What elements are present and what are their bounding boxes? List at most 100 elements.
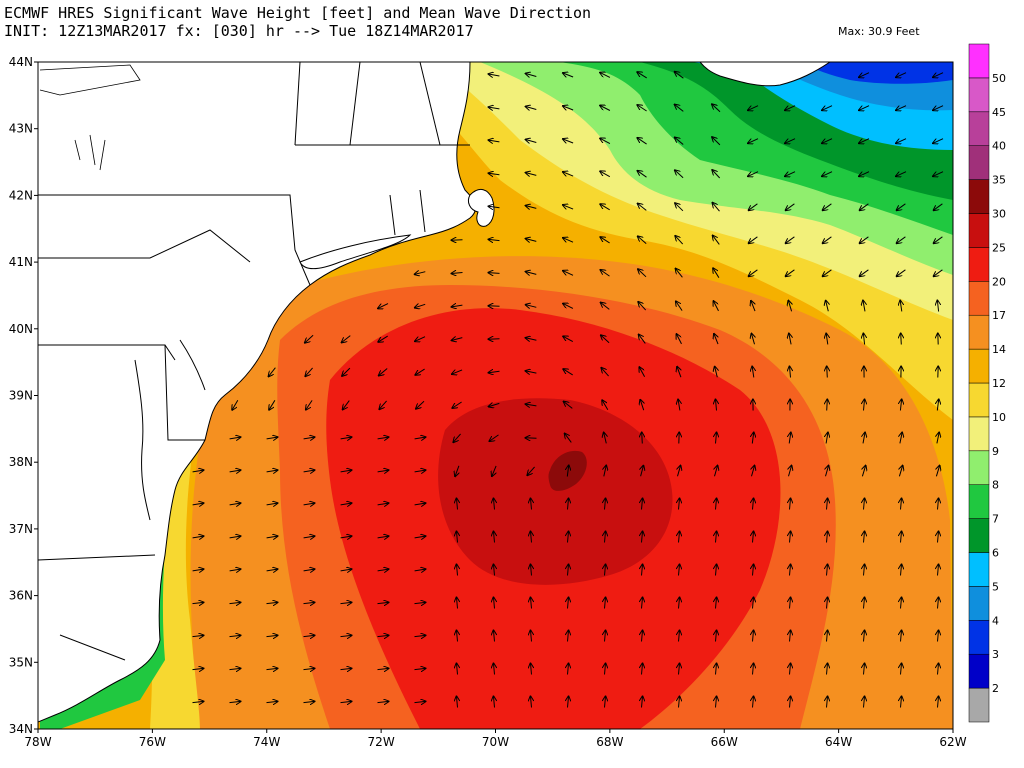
wave-direction-arrow [342,335,351,343]
wave-direction-arrow [901,631,902,642]
long-island [299,234,412,270]
colorbar-swatch [968,179,990,214]
wave-direction-arrow [715,466,718,477]
wave-direction-arrow [713,236,720,245]
lon-tick-label: 70W [482,735,509,749]
wave-direction-arrow [827,499,828,510]
wave-direction-arrow [864,400,865,411]
wave-direction-arrow [494,598,495,609]
wave-direction-arrow [266,437,278,439]
wave-direction-arrow [600,106,611,111]
wave-direction-arrow [790,367,791,378]
wave-direction-arrow [937,400,938,411]
wave-direction-arrow [638,269,647,278]
wave-direction-arrow [531,499,532,510]
colorbar-swatch [968,213,990,248]
wave-direction-arrow [749,269,758,276]
wave-direction-arrow [600,73,611,78]
lon-tick-label: 68W [596,735,623,749]
wave-direction-arrow [938,598,939,609]
wave-direction-arrow [192,569,204,571]
wave-direction-arrow [642,598,643,609]
lat-tick-label: 39N [9,389,33,403]
colorbar-swatch [968,450,990,485]
wave-direction-arrow [934,236,943,243]
wave-direction-arrow [860,203,869,210]
wave-direction-arrow [715,367,718,378]
lon-tick-label: 64W [825,735,852,749]
wave-direction-arrow [527,466,535,475]
wave-direction-arrow [679,697,680,708]
wave-direction-arrow [415,304,426,307]
colorbar-label: 10 [992,411,1006,424]
wave-direction-arrow [568,532,569,543]
colorbar-swatch [968,518,990,553]
wave-direction-arrow [457,598,458,609]
wave-direction-arrow [827,400,828,411]
wave-direction-arrow [637,72,647,79]
colorbar-swatch [968,111,990,146]
wave-direction-arrow [826,334,828,345]
wave-direction-arrow [229,701,241,702]
wave-direction-arrow [452,273,463,274]
wave-direction-arrow [494,664,495,675]
wave-direction-arrow [489,403,500,406]
wave-direction-arrow [640,400,643,411]
lat-tick-label: 43N [9,122,33,136]
colorbar-swatch [968,586,990,621]
longitude-axis: 78W 76W 74W 72W 70W 68W 66W 64W 62W [24,729,967,749]
wave-direction-arrow [899,466,902,477]
wave-direction-arrow [604,433,607,444]
wave-direction-arrow [639,367,646,378]
colorbar-label: 4 [992,614,999,627]
wave-direction-arrow [303,635,315,636]
colorbar-swatch [968,281,990,316]
wave-direction-arrow [414,470,426,472]
wave-direction-arrow [790,664,791,675]
wave-direction-arrow [563,172,574,176]
wave-direction-arrow [642,631,643,642]
wave-direction-arrow [675,138,684,145]
colorbar-swatch [968,416,990,452]
wave-direction-arrow [305,367,313,376]
colorbar-swatch [968,43,990,79]
wave-direction-arrow [790,565,791,576]
chart-title: ECMWF HRES Significant Wave Height [feet… [4,4,591,22]
lon-tick-label: 76W [139,735,166,749]
wave-direction-arrow [602,400,609,410]
wave-direction-arrow [492,465,496,476]
wave-direction-arrow [563,369,573,376]
wave-direction-arrow [229,503,241,505]
wave-direction-arrow [489,107,500,109]
wave-direction-arrow [826,301,829,312]
wave-direction-arrow [938,532,939,543]
colorbar-label: 3 [992,648,999,661]
colorbar-swatch [968,314,990,350]
colorbar-label: 14 [992,343,1006,356]
wave-direction-arrow [568,499,569,510]
wave-direction-arrow [531,565,532,576]
wave-direction-arrow [379,368,388,376]
wave-direction-arrow [859,105,870,111]
wave-direction-arrow [379,400,387,409]
wave-direction-arrow [303,701,315,702]
wave-direction-arrow [340,668,352,669]
state-borders [38,62,470,661]
wave-direction-arrow [785,171,796,177]
wave-direction-arrow [789,466,792,477]
wave-direction-arrow [494,565,495,576]
wave-direction-arrow [266,602,278,603]
wave-direction-arrow [306,400,313,409]
wave-direction-arrow [489,173,500,175]
wave-direction-arrow [827,367,828,378]
colorbar-label: 25 [992,241,1006,254]
wave-direction-arrow [342,367,351,376]
wave-direction-arrow [526,206,537,209]
wave-direction-arrow [457,532,458,543]
wave-direction-arrow [266,701,278,702]
wave-direction-arrow [677,367,681,378]
wave-direction-arrow [303,602,315,603]
wave-direction-arrow [675,105,684,112]
